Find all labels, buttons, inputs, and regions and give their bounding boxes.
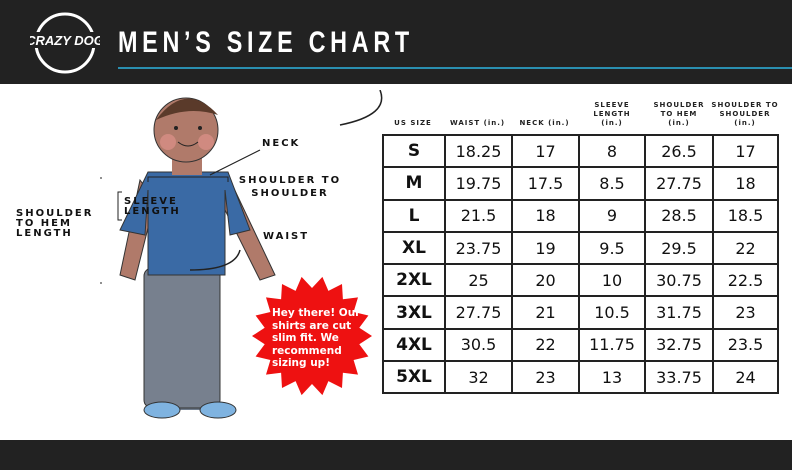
measurement-cell: 17.5 [511, 166, 580, 201]
measurement-cell: 8.5 [578, 166, 646, 201]
header-shoulder-hem: SHOULDER TO HEM (in.) [653, 101, 705, 127]
table-row: 3XL 27.75 21 10.5 31.75 23 [382, 295, 779, 330]
measurement-cell: 23 [511, 360, 580, 395]
measurement-cell: 17 [712, 133, 779, 169]
table-row: S 18.25 17 8 26.5 17 [382, 133, 779, 169]
measurement-cell: 19.75 [444, 166, 513, 201]
size-cell: 5XL [382, 360, 446, 395]
header-neck: NECK (in.) [519, 119, 570, 127]
measurement-cell: 29.5 [644, 230, 714, 266]
measurement-cell: 11.75 [578, 327, 646, 363]
measurement-cell: 9.5 [578, 230, 646, 266]
table-row: 2XL 25 20 10 30.75 22.5 [382, 263, 779, 298]
size-cell: XL [382, 230, 446, 266]
boy-illustration [100, 90, 383, 419]
header-us-size: US SIZE [394, 119, 432, 127]
shoulder-to-hem-label: SHOULDER TO HEM LENGTH [16, 208, 94, 239]
size-cell: M [382, 166, 446, 201]
measurement-cell: 18.25 [444, 133, 513, 169]
measurement-cell: 23.5 [712, 327, 779, 363]
crazy-dog-logo: CRAZY DOG [30, 12, 100, 74]
measurement-cell: 27.75 [644, 166, 714, 201]
size-cell: S [382, 133, 446, 169]
measurement-cell: 32.75 [644, 327, 714, 363]
measurement-cell: 19 [511, 230, 580, 266]
table-row: M 19.75 17.5 8.5 27.75 18 [382, 166, 779, 201]
size-cell: 4XL [382, 327, 446, 363]
header-waist: WAIST (in.) [449, 119, 506, 127]
measurement-cell: 22.5 [712, 263, 779, 298]
table-row: L 21.5 18 9 28.5 18.5 [382, 198, 779, 233]
neck-label: NECK [262, 138, 301, 149]
measurement-cell: 20 [511, 263, 580, 298]
measurement-cell: 27.75 [444, 295, 513, 330]
measurement-cell: 18 [511, 198, 580, 233]
measurement-cell: 26.5 [644, 133, 714, 169]
measurement-cell: 31.75 [644, 295, 714, 330]
measurement-cell: 23 [712, 295, 779, 330]
table-row: XL 23.75 19 9.5 29.5 22 [382, 230, 779, 266]
svg-text:CRAZY DOG: CRAZY DOG [30, 33, 100, 48]
measurement-cell: 28.5 [644, 198, 714, 233]
title-underline [118, 67, 792, 69]
size-cell: 3XL [382, 295, 446, 330]
measurement-cell: 22 [511, 327, 580, 363]
measurement-cell: 8 [578, 133, 646, 169]
page-title: MEN’S SIZE CHART [118, 26, 414, 59]
measurement-cell: 10 [578, 263, 646, 298]
table-row: 5XL 32 23 13 33.75 24 [382, 360, 779, 395]
measurement-cell: 30.5 [444, 327, 513, 363]
measurement-cell: 30.75 [644, 263, 714, 298]
table-row: 4XL 30.5 22 11.75 32.75 23.5 [382, 327, 779, 363]
measurement-cell: 18.5 [712, 198, 779, 233]
callout-starburst [252, 276, 372, 396]
measurement-cell: 13 [578, 360, 646, 395]
header-bar: CRAZY DOG MEN’S SIZE CHART [0, 0, 792, 84]
slim-fit-callout: Hey there! Our shirts are cut slim fit. … [272, 307, 361, 369]
measurement-cell: 32 [444, 360, 513, 395]
shoulder-to-shoulder-label: SHOULDER TO SHOULDER [238, 175, 342, 199]
header-sleeve: SLEEVE LENGTH (in.) [593, 101, 631, 127]
measurement-cell: 25 [444, 263, 513, 298]
measurement-cell: 24 [712, 360, 779, 395]
size-cell: L [382, 198, 446, 233]
measurement-cell: 10.5 [578, 295, 646, 330]
measurement-cell: 33.75 [644, 360, 714, 395]
footer-bar [0, 440, 792, 470]
measurement-cell: 21 [511, 295, 580, 330]
waist-label: WAIST [263, 231, 310, 242]
sleeve-length-label: SLEEVE LENGTH [124, 196, 181, 217]
measurement-cell: 9 [578, 198, 646, 233]
size-table: S 18.25 17 8 26.5 17 M 19.75 17.5 8.5 27.75 18 L 21.5… [382, 133, 779, 395]
size-cell: 2XL [382, 263, 446, 298]
measurement-cell: 18 [712, 166, 779, 201]
measurement-cell: 17 [511, 133, 580, 169]
header-shoulder-shoulder: SHOULDER TO SHOULDER (in.) [711, 101, 779, 127]
measurement-cell: 22 [712, 230, 779, 266]
measurement-cell: 21.5 [444, 198, 513, 233]
measurement-cell: 23.75 [444, 230, 513, 266]
